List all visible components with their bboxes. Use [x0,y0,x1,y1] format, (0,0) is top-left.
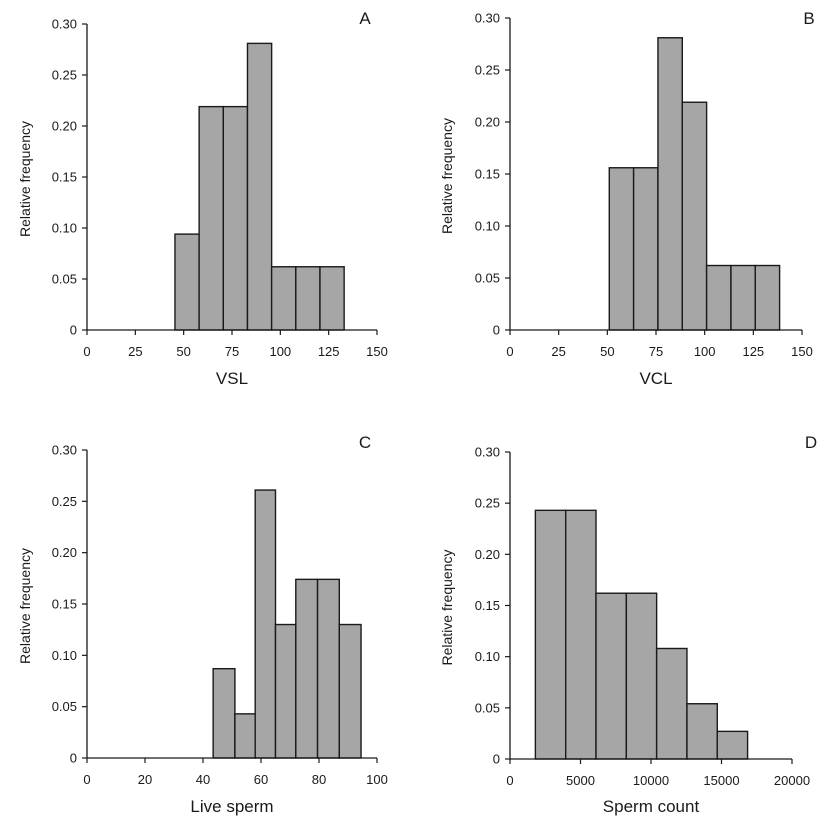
x-tick-label-d-2: 10000 [633,773,669,788]
y-tick-label-b-2: 0.10 [475,219,500,234]
y-tick-label-c-3: 0.15 [52,597,77,612]
y-tick-label-b-3: 0.15 [475,167,500,182]
x-tick-label-d-0: 0 [506,773,513,788]
x-tick-label-d-3: 15000 [703,773,739,788]
bar-a-5 [270,266,297,331]
x-tick-label-b-1: 25 [551,344,565,359]
bar-a-1 [174,233,200,331]
y-tick-label-c-4: 0.20 [52,545,77,560]
x-tick-label-c-4: 80 [312,772,326,787]
y-tick-label-d-3: 0.15 [475,598,500,613]
bar-d-5 [655,647,688,760]
bar-c-6 [316,578,340,759]
bar-c-4 [274,623,297,759]
y-tick-label-b-6: 0.30 [475,11,500,26]
bar-a-7 [319,266,345,331]
x-tick-label-b-4: 100 [694,344,716,359]
y-axis-label-c: Relative frequency [17,548,33,664]
bar-c-2 [234,713,256,759]
panel-letter-b: B [803,9,814,28]
x-tick-label-a-4: 100 [269,344,291,359]
bar-d-7 [716,730,749,760]
bar-c-5 [295,578,319,759]
y-tick-label-a-2: 0.10 [52,221,77,236]
y-tick-label-b-1: 0.05 [475,271,500,286]
y-tick-label-b-0: 0 [493,323,500,338]
x-axis-label-c: Live sperm [190,797,273,816]
y-tick-label-a-5: 0.25 [52,68,77,83]
x-tick-label-d-1: 5000 [566,773,595,788]
y-axis-label-a: Relative frequency [17,121,33,237]
y-tick-label-b-4: 0.20 [475,115,500,130]
bar-b-1 [608,167,635,331]
x-axis-label-a: VSL [216,369,248,388]
panel-b: 0 0.05 0.10 0.15 0.20 0.25 0.30 0 25 50 75 100 125 15… [439,9,815,388]
panel-letter-d: D [805,433,817,452]
bar-d-3 [595,592,628,760]
bar-b-3 [657,37,683,331]
panel-c: 0 0.05 0.10 0.15 0.20 0.25 0.30 0 20 40 60 80 100 Liv… [17,433,388,816]
y-tick-label-c-6: 0.30 [52,443,77,458]
y-tick-label-b-5: 0.25 [475,63,500,78]
x-tick-label-a-1: 25 [128,344,142,359]
x-tick-label-a-2: 50 [176,344,190,359]
bar-b-4 [681,101,708,331]
y-axis-label-b: Relative frequency [439,118,455,234]
panel-letter-c: C [359,433,371,452]
x-tick-label-b-3: 75 [649,344,663,359]
y-tick-label-d-5: 0.25 [475,496,500,511]
bar-d-6 [686,703,718,760]
bar-b-6 [730,264,756,331]
x-tick-label-b-2: 50 [600,344,614,359]
y-tick-label-d-1: 0.05 [475,700,500,715]
x-tick-label-a-0: 0 [83,344,90,359]
y-tick-label-a-4: 0.20 [52,119,77,134]
bar-c-7 [338,623,362,759]
x-tick-label-a-6: 150 [366,344,388,359]
x-tick-label-b-6: 150 [791,344,813,359]
panel-a: 0 0.05 0.10 0.15 0.20 0.25 0.30 0 25 50 75 100 125 15… [17,9,388,388]
x-axis-label-d: Sperm count [603,797,700,816]
bar-a-2 [198,105,225,331]
bar-a-4 [246,42,273,331]
bar-b-7 [754,264,781,331]
y-tick-label-a-0: 0 [70,323,77,338]
x-tick-label-c-1: 20 [138,772,152,787]
bar-d-2 [565,509,597,760]
x-tick-label-b-5: 125 [742,344,764,359]
y-tick-label-c-5: 0.25 [52,494,77,509]
panel-d: 0 0.05 0.10 0.15 0.20 0.25 0.30 0 5000 10000 15000… [439,433,817,816]
y-axis-label-d: Relative frequency [439,550,455,666]
x-tick-label-b-0: 0 [506,344,513,359]
bar-d-1 [534,509,567,760]
bar-b-5 [705,264,732,331]
y-tick-label-a-6: 0.30 [52,17,77,32]
x-tick-label-a-3: 75 [225,344,239,359]
y-tick-label-c-2: 0.10 [52,648,77,663]
bar-c-3 [254,489,277,759]
bar-d-4 [625,592,658,760]
bar-a-3 [222,105,249,331]
x-tick-label-c-2: 40 [196,772,210,787]
panel-letter-a: A [359,9,371,28]
y-tick-label-a-1: 0.05 [52,272,77,287]
x-axis-label-b: VCL [639,369,672,388]
bar-b-2 [632,167,659,331]
y-tick-label-c-1: 0.05 [52,699,77,714]
bar-c-1 [212,667,236,759]
y-tick-label-a-3: 0.15 [52,170,77,185]
y-tick-label-d-4: 0.20 [475,547,500,562]
y-tick-label-c-0: 0 [70,751,77,766]
y-tick-label-d-2: 0.10 [475,649,500,664]
x-tick-label-c-0: 0 [83,772,90,787]
x-tick-label-c-3: 60 [254,772,268,787]
x-tick-label-d-4: 20000 [774,773,810,788]
x-tick-label-a-5: 125 [318,344,340,359]
y-tick-label-d-6: 0.30 [475,445,500,460]
y-tick-label-d-0: 0 [493,752,500,767]
x-tick-label-c-5: 100 [366,772,388,787]
bar-a-6 [295,266,321,331]
